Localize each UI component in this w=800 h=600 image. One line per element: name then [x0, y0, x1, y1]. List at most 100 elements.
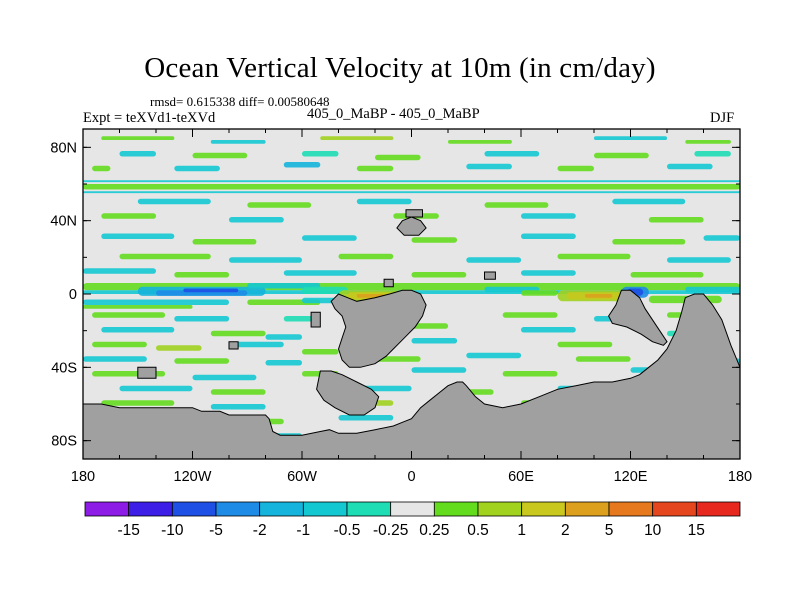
- velocity-contour: [448, 140, 512, 144]
- velocity-contour: [174, 165, 220, 172]
- velocity-contour: [83, 180, 740, 183]
- landmass: [383, 278, 394, 288]
- colorbar-label: 2: [561, 522, 570, 539]
- velocity-contour: [210, 404, 266, 410]
- velocity-contour: [83, 356, 147, 362]
- velocity-contour: [119, 385, 193, 392]
- velocity-contour: [685, 140, 731, 144]
- colorbar-swatch: [521, 501, 566, 517]
- land-mask: [83, 209, 740, 459]
- colorbar-label: 0.5: [467, 522, 489, 539]
- velocity-contour: [101, 400, 175, 406]
- velocity-contour: [92, 312, 166, 318]
- colorbar-label: 1: [517, 522, 526, 539]
- colorbar: -15 -10 -5 -2 -1 -0.5 -0.25 0.25 0.5 1 2 5 10 15: [84, 501, 741, 539]
- colorbar-label: -1: [296, 522, 310, 539]
- y-tick-label: 0: [69, 287, 77, 303]
- velocity-contour: [575, 356, 631, 362]
- colorbar-label: -15: [117, 522, 139, 539]
- x-tick-label: 180: [728, 469, 752, 485]
- velocity-contour: [411, 237, 458, 243]
- velocity-contour: [685, 286, 740, 293]
- colorbar-swatch: [171, 501, 217, 517]
- velocity-contour: [119, 151, 156, 157]
- velocity-contour: [101, 327, 175, 333]
- velocity-contour: [703, 235, 740, 241]
- velocity-contour: [667, 163, 713, 170]
- colorbar-swatch: [695, 501, 741, 517]
- velocity-contour: [229, 257, 302, 263]
- velocity-contour: [302, 286, 348, 294]
- velocity-contour: [375, 154, 421, 161]
- velocity-contour: [83, 268, 156, 274]
- velocity-contour: [557, 165, 594, 172]
- colorbar-swatch: [564, 501, 610, 517]
- velocity-contour: [502, 312, 558, 318]
- axes: 180 120W 60W 0 60E 120E 180 80N 40N 0 40S 80S: [50, 129, 752, 485]
- velocity-contour: [594, 136, 667, 140]
- landmass: [330, 289, 427, 368]
- velocity-contour: [648, 217, 704, 223]
- landmass: [396, 216, 427, 236]
- velocity-contour: [694, 151, 731, 157]
- colorbar-label: 15: [688, 522, 705, 539]
- x-tick-label: 60W: [287, 469, 317, 485]
- velocity-contour: [612, 239, 686, 245]
- season-label: DJF: [710, 110, 735, 126]
- velocity-contour: [229, 217, 284, 223]
- velocity-contour: [466, 257, 522, 263]
- y-tick-label: 40N: [50, 214, 77, 230]
- landmass: [137, 366, 157, 379]
- velocity-contour: [119, 253, 211, 260]
- velocity-contour: [375, 356, 421, 362]
- velocity-contour: [302, 235, 357, 241]
- velocity-contour: [302, 151, 339, 157]
- colorbar-swatch: [477, 501, 523, 517]
- velocity-contour: [338, 415, 394, 421]
- x-tick-label: 180: [71, 469, 95, 485]
- velocity-contour: [302, 297, 339, 304]
- velocity-contour: [338, 253, 394, 260]
- velocity-contour: [411, 338, 458, 344]
- velocity-contour: [229, 341, 284, 348]
- colorbar-label: -0.25: [373, 522, 408, 539]
- velocity-contour: [584, 294, 613, 298]
- landmass: [228, 341, 239, 350]
- velocity-contour: [484, 202, 549, 208]
- velocity-contour: [557, 253, 631, 260]
- velocity-contour: [83, 305, 193, 309]
- velocity-contour: [484, 151, 540, 157]
- y-tick-label: 80N: [50, 140, 77, 156]
- velocity-contour: [137, 198, 211, 205]
- colorbar-swatch: [215, 501, 261, 517]
- velocity-contour: [183, 288, 239, 293]
- velocity-contour: [210, 389, 266, 395]
- velocity-contour: [283, 162, 321, 168]
- map-plot-area: [83, 129, 740, 459]
- velocity-contour: [302, 349, 339, 355]
- velocity-contour: [594, 152, 649, 159]
- velocity-contour: [557, 341, 613, 348]
- velocity-contour: [521, 270, 576, 276]
- landmass: [316, 370, 380, 416]
- x-tick-label: 0: [407, 469, 415, 485]
- velocity-contour: [192, 239, 257, 245]
- velocity-contour: [521, 213, 576, 219]
- velocity-contour: [101, 233, 175, 239]
- landmass: [83, 293, 740, 459]
- experiment-label: Expt = teXVd1-teXVd: [83, 110, 216, 126]
- velocity-contour: [283, 270, 357, 276]
- velocity-contour: [192, 374, 257, 381]
- velocity-contour: [174, 358, 230, 364]
- velocity-contour: [92, 165, 111, 172]
- velocity-contour: [83, 299, 229, 305]
- colorbar-label: -5: [209, 522, 223, 539]
- colorbar-label: -10: [161, 522, 184, 539]
- velocity-contour: [356, 198, 412, 205]
- colorbar-swatch: [346, 501, 392, 517]
- x-tick-label: 60E: [508, 469, 534, 485]
- velocity-contour: [502, 371, 558, 377]
- y-tick-label: 40S: [51, 360, 77, 376]
- colorbar-swatch: [652, 501, 697, 517]
